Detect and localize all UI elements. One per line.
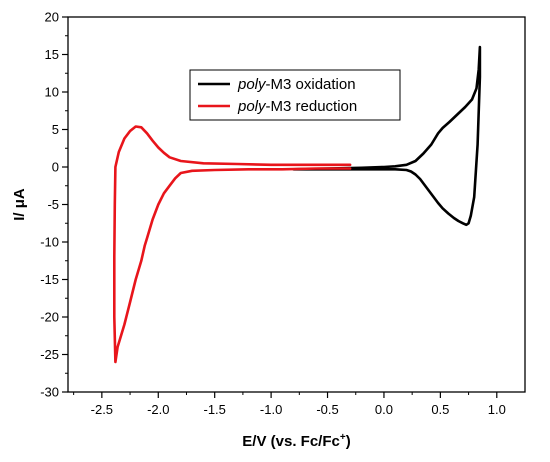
x-tick-label: -2.0 — [147, 402, 169, 417]
legend-label-reduction: poly-M3 reduction — [237, 98, 357, 115]
y-tick-label: -10 — [40, 235, 59, 250]
plot-area — [113, 45, 482, 364]
y-tick-label: 15 — [45, 47, 59, 62]
y-tick-label: -30 — [40, 385, 59, 400]
x-tick-label: -1.5 — [203, 402, 225, 417]
y-tick-label: 10 — [45, 85, 59, 100]
x-tick-label: 0.5 — [431, 402, 449, 417]
x-tick-label: 0.0 — [375, 402, 393, 417]
y-tick-label: 0 — [52, 160, 59, 175]
legend-label-oxidation: poly-M3 oxidation — [237, 76, 356, 93]
y-tick-label: -20 — [40, 310, 59, 325]
y-tick-label: 5 — [52, 122, 59, 137]
y-tick-label: -25 — [40, 347, 59, 362]
series-line-oxidation — [292, 45, 482, 227]
axes: -2.5 -2.0 -1.5 -1.0 -0.5 0.0 0.5 1.0 -30 -25 -20 -1… — [11, 10, 526, 450]
legend-box — [189, 69, 401, 121]
y-tick-label: -15 — [40, 272, 59, 287]
x-tick-label: -2.5 — [91, 402, 113, 417]
series-line-reduction — [113, 125, 352, 364]
y-tick-label: -5 — [47, 197, 59, 212]
x-tick-label: -1.0 — [260, 402, 282, 417]
x-tick-label: 1.0 — [488, 402, 506, 417]
x-axis-title: E/V (vs. Fc/Fc+) — [242, 432, 350, 450]
x-tick-label: -0.5 — [316, 402, 338, 417]
y-tick-label: 20 — [45, 10, 59, 25]
legend: poly-M3 oxidation poly-M3 reduction — [189, 69, 401, 121]
y-axis-title: I/ μA — [11, 188, 28, 221]
